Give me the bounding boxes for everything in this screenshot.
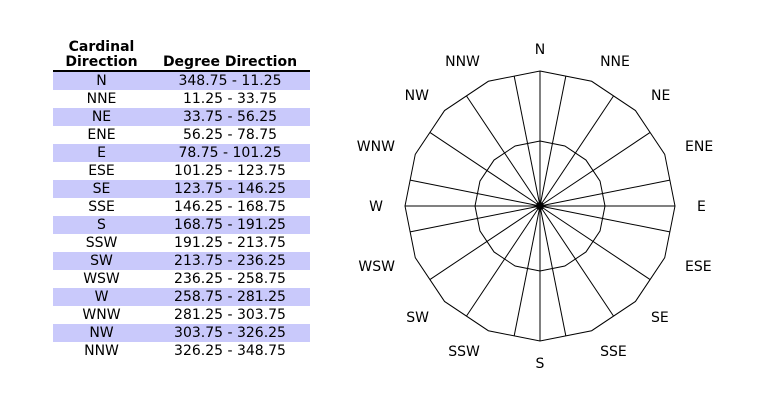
cell-cardinal-direction: NNW [84,343,119,359]
cell-degree-range: 258.75 - 281.25 [150,288,310,306]
table-row: S 168.75 - 191.25 [53,216,310,234]
table-row: NNE 11.25 - 33.75 [53,90,310,108]
cell-cardinal-direction: ENE [87,127,116,143]
table-row: WSW 236.25 - 258.75 [53,270,310,288]
direction-table: Cardinal Direction Degree Direction N 348… [53,40,310,360]
table-row: SSE 146.25 - 168.75 [53,198,310,216]
cell-cardinal-direction: NE [53,108,150,126]
cell-degree-range: 56.25 - 78.75 [182,127,278,143]
direction-label-nne: NNE [600,54,630,70]
table-row: E 78.75 - 101.25 [53,144,310,162]
cell-degree-range: 101.25 - 123.75 [174,163,286,179]
cell-degree-range: 146.25 - 168.75 [174,199,286,215]
header-divider [53,70,310,72]
cell-cardinal-direction: W [53,288,150,306]
direction-label-wnw: WNW [357,139,395,155]
cell-cardinal-direction: N [53,72,150,90]
sector-boundary-spoke [539,205,567,336]
compass-rose-lines [404,70,676,342]
cell-degree-range: 326.25 - 348.75 [174,343,286,359]
cell-degree-range: 303.75 - 326.25 [150,324,310,342]
sector-boundary-spoke [539,179,670,207]
cell-cardinal-direction: NW [53,324,150,342]
direction-table-container: Cardinal Direction Degree Direction N 348… [53,40,310,360]
header-divider-line [53,70,310,72]
sector-boundary-spoke [539,95,614,207]
direction-label-ne: NE [651,88,670,104]
sector-boundary-spoke [410,179,541,207]
sector-boundary-spoke [466,205,541,317]
header-cardinal-line1: Cardinal [68,39,135,55]
table-header-row: Cardinal Direction Degree Direction [53,40,310,70]
table-row: SW 213.75 - 236.25 [53,252,310,270]
cell-degree-range: 11.25 - 33.75 [182,91,278,107]
table-row: NW 303.75 - 326.25 [53,324,310,342]
center-dot [536,202,544,210]
table-row: N 348.75 - 11.25 [53,72,310,90]
cell-cardinal-direction: SSW [85,235,118,251]
direction-label-wsw: WSW [358,259,395,275]
sector-boundary-spoke [539,132,651,207]
cell-cardinal-direction: E [53,144,150,162]
cell-cardinal-direction: NNE [86,91,117,107]
table-row: ENE 56.25 - 78.75 [53,126,310,144]
direction-label-sw: SW [406,310,429,326]
table-body: N 348.75 - 11.25 NNE 11.25 - 33.75 NE 33.75 -… [53,72,310,360]
cell-degree-range: 78.75 - 101.25 [150,144,310,162]
cell-cardinal-direction: SW [53,252,150,270]
sector-boundary-spoke [539,205,651,280]
sector-boundary-spoke [429,205,541,280]
header-cardinal-line2: Direction [65,54,138,70]
direction-label-nnw: NNW [445,54,480,70]
sector-boundary-spoke [429,132,541,207]
cell-degree-range: 191.25 - 213.75 [174,235,286,251]
direction-label-nw: NW [405,88,429,104]
direction-label-sse: SSE [600,344,627,360]
cell-degree-range: 33.75 - 56.25 [150,108,310,126]
direction-label-w: W [369,199,383,215]
sector-boundary-spoke [513,205,541,336]
table-row: SSW 191.25 - 213.75 [53,234,310,252]
compass-rose-labels: N NNE NE ENE E ESE SE SSE S SSW SW WSW W WNW NW NNW [357,42,713,372]
cell-cardinal-direction: ESE [88,163,115,179]
cell-degree-range: 168.75 - 191.25 [150,216,310,234]
direction-label-ssw: SSW [448,344,480,360]
cell-degree-range: 236.25 - 258.75 [174,271,286,287]
cell-cardinal-direction: SE [53,180,150,198]
cell-cardinal-direction: SSE [88,199,115,215]
sector-boundary-spoke [539,205,670,233]
sector-boundary-spoke [513,76,541,207]
table-row: NNW 326.25 - 348.75 [53,342,310,360]
direction-label-ene: ENE [685,139,713,155]
cell-cardinal-direction: WSW [83,271,120,287]
cell-cardinal-direction: WNW [82,307,121,323]
cell-degree-range: 213.75 - 236.25 [150,252,310,270]
table-row: NE 33.75 - 56.25 [53,108,310,126]
direction-label-n: N [535,42,545,58]
cell-degree-range: 281.25 - 303.75 [174,307,286,323]
table-row: ESE 101.25 - 123.75 [53,162,310,180]
sector-boundary-spoke [466,95,541,207]
header-degree-direction: Degree Direction [162,54,298,70]
cell-degree-range: 123.75 - 146.25 [150,180,310,198]
header-cardinal-direction: Cardinal Direction [53,40,150,70]
direction-label-s: S [536,356,545,372]
table-row: WNW 281.25 - 303.75 [53,306,310,324]
direction-label-ese: ESE [685,259,712,275]
sector-boundary-spoke [539,205,614,317]
table-row: W 258.75 - 281.25 [53,288,310,306]
cell-cardinal-direction: S [53,216,150,234]
direction-label-se: SE [651,310,669,326]
sector-boundary-spoke [410,205,541,233]
cell-degree-range: 348.75 - 11.25 [150,72,310,90]
direction-label-e: E [697,199,706,215]
table-row: SE 123.75 - 146.25 [53,180,310,198]
compass-rose-diagram: N NNE NE ENE E ESE SE SSE S SSW SW WSW W WNW NW NNW [357,42,713,372]
sector-boundary-spoke [539,76,567,207]
